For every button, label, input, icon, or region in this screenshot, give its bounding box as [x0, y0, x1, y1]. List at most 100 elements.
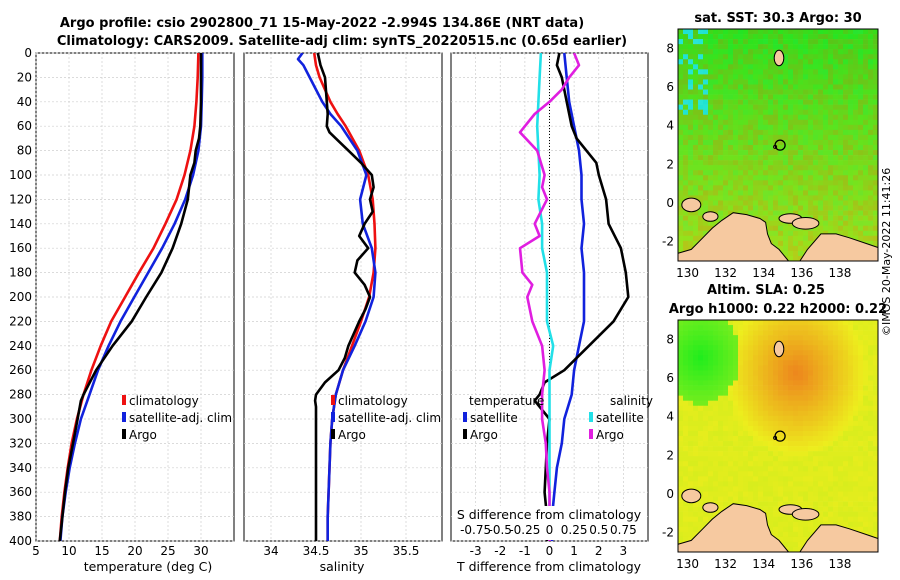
map-cell [748, 501, 754, 507]
map-cell [873, 240, 879, 247]
map-cell [803, 531, 809, 538]
map-cell [873, 395, 879, 401]
map-cell [733, 94, 739, 100]
map-cell [728, 89, 734, 95]
map-cell [748, 360, 754, 366]
map-cell [753, 119, 759, 126]
map-cell [828, 215, 834, 221]
map-cell [798, 420, 804, 427]
map-cell [808, 240, 814, 247]
map-cell [708, 476, 714, 482]
map-cell [708, 84, 714, 90]
map-cell [768, 34, 774, 40]
map-cell [873, 436, 879, 442]
map-cell [843, 109, 849, 116]
map-cell [828, 39, 834, 45]
map-cell [763, 200, 769, 206]
map-cell [738, 170, 744, 176]
map-cell [858, 155, 864, 161]
map-cell [683, 325, 689, 331]
map-cell [743, 410, 749, 417]
map-cell [733, 29, 739, 35]
map-cell [833, 425, 839, 432]
map-cell [678, 139, 684, 146]
map-cell [693, 446, 699, 452]
map-cell [848, 99, 854, 105]
map-cell [848, 370, 854, 376]
map-cell [703, 320, 709, 326]
map-cell [728, 451, 734, 457]
map-cell [768, 476, 774, 482]
map-cell [738, 39, 744, 45]
map-cell [698, 526, 704, 533]
map-cell [803, 461, 809, 467]
map-cell [838, 64, 844, 70]
map-cell [773, 215, 779, 221]
map-cell [828, 461, 834, 467]
map-cell [683, 124, 689, 131]
map-cell [758, 461, 764, 467]
map-cell [688, 79, 694, 85]
map-cell [828, 74, 834, 80]
map-cell [738, 415, 744, 422]
map-cell [788, 29, 794, 35]
map-cell [763, 44, 769, 50]
map-cell [823, 410, 829, 417]
map-cell [708, 456, 714, 462]
map-cell [843, 225, 849, 232]
map-cell [743, 496, 749, 502]
map-cell [683, 160, 689, 166]
map-cell [773, 175, 779, 181]
map-cell [843, 425, 849, 432]
map-cell [788, 400, 794, 407]
map-cell [778, 109, 784, 116]
map-cell [693, 39, 699, 45]
map-cell [833, 225, 839, 232]
map-cell [713, 109, 719, 116]
map-cell [778, 395, 784, 401]
map-cell [848, 420, 854, 427]
map-cell [833, 210, 839, 216]
map-cell [783, 446, 789, 452]
map-cell [863, 119, 869, 126]
map-cell [698, 405, 704, 412]
map-cell [678, 160, 684, 166]
map-cell [833, 34, 839, 40]
map-cell [713, 320, 719, 326]
series-line-satellite-adj-clim [296, 53, 377, 541]
map-cell [798, 531, 804, 538]
map-cell [863, 511, 869, 517]
map-cell [818, 486, 824, 492]
map-cell [713, 481, 719, 487]
map-cell [853, 375, 859, 381]
map-cell [853, 335, 859, 341]
map-cell [838, 44, 844, 50]
map-cell [763, 74, 769, 80]
sst-map-title: sat. SST: 30.3 Argo: 30 [694, 11, 861, 26]
map-cell [863, 165, 869, 171]
map-cell [763, 79, 769, 85]
map-cell [818, 410, 824, 417]
map-cell [873, 200, 879, 206]
map-cell [688, 185, 694, 191]
map-cell [858, 139, 864, 146]
map-cell [783, 190, 789, 196]
map-cell [783, 175, 789, 181]
map-cell [788, 340, 794, 346]
map-cell [753, 124, 759, 131]
map-cell [743, 160, 749, 166]
map-cell [763, 425, 769, 432]
map-cell [778, 466, 784, 472]
map-cell [813, 390, 819, 396]
map-cell [828, 94, 834, 100]
map-x-tick-label: 130 [676, 557, 699, 571]
map-cell [853, 190, 859, 196]
map-cell [848, 74, 854, 80]
map-cell [773, 34, 779, 40]
map-cell [738, 491, 744, 497]
map-cell [743, 325, 749, 331]
map-cell [688, 526, 694, 533]
map-cell [693, 155, 699, 161]
map-cell [733, 456, 739, 462]
